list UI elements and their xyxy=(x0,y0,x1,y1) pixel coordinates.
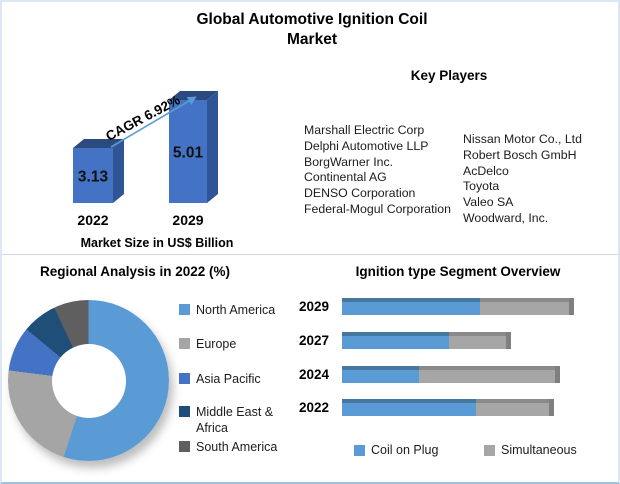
segment-bar-row-2024: 2024 xyxy=(287,366,560,383)
legend-marker xyxy=(179,441,190,452)
legend-item-south-america: South America xyxy=(179,439,277,455)
regional-donut-chart xyxy=(8,300,169,461)
bar-value-label: 3.13 xyxy=(78,169,109,186)
bar-top-face xyxy=(169,91,218,100)
ignition-segment-title: Ignition type Segment Overview xyxy=(355,264,561,279)
segment-bar-row-2029: 2029 xyxy=(287,298,574,315)
segment-bar-row-2027: 2027 xyxy=(287,332,511,349)
key-player-name: AcDelco xyxy=(463,163,509,178)
legend-item-asia-pacific: Asia Pacific xyxy=(179,371,261,387)
stacked-bar xyxy=(342,332,511,349)
key-player-name: Continental AG xyxy=(304,170,387,185)
legend-marker xyxy=(354,445,365,456)
stacked-bar xyxy=(342,366,560,383)
bar-segment-coil-on-plug xyxy=(342,298,480,315)
key-players-heading: Key Players xyxy=(410,68,488,83)
key-player-name: Marshall Electric Corp xyxy=(304,123,425,137)
legend-marker xyxy=(179,406,190,417)
market-size-caption: Market Size in US$ Billion xyxy=(80,236,234,250)
bar-side-face xyxy=(207,91,218,203)
legend-label: Simultaneous xyxy=(501,443,577,457)
legend-label: North America xyxy=(196,303,276,317)
legend-item-europe: Europe xyxy=(179,336,236,352)
bar-end-cap xyxy=(506,332,511,349)
key-player-name: BorgWarner Inc. xyxy=(304,154,394,169)
bar-segment-coil-on-plug xyxy=(342,332,449,349)
key-players-column-2: Nissan Motor Co., Ltd Robert Bosch GmbH … xyxy=(463,132,605,227)
bar-segment-simultaneous xyxy=(419,366,555,383)
market-size-chart: 3.13 2022 5.01 2029 CAGR 6.92% xyxy=(37,80,249,232)
legend-label: Middle East & Africa xyxy=(196,405,274,435)
key-player-name: Delphi Automotive LLP xyxy=(304,138,429,153)
key-player-name: Federal-Mogul Corporation xyxy=(304,201,451,216)
stacked-bar xyxy=(342,298,574,315)
bar-category-label: 2029 xyxy=(172,212,203,228)
ignition-segment-legend: Coil on Plug Simultaneous xyxy=(354,443,604,461)
bar-segment-simultaneous xyxy=(476,399,549,416)
ignition-segment-chart: 2029 2027 2024 2022 xyxy=(287,292,612,427)
legend-marker xyxy=(179,373,190,384)
bar-end-cap xyxy=(569,298,574,315)
year-label: 2024 xyxy=(298,367,329,382)
bar-value-label: 5.01 xyxy=(173,145,204,162)
legend-marker xyxy=(179,338,190,349)
cagr-arrow xyxy=(110,96,197,148)
key-player-name: DENSO Corporation xyxy=(304,186,416,201)
legend-label: Europe xyxy=(196,337,237,351)
legend-item-middle-east-africa: Middle East & Africa xyxy=(179,404,299,436)
bar-side-face xyxy=(113,139,124,203)
bar-segment-coil-on-plug xyxy=(342,366,419,383)
legend-label: Asia Pacific xyxy=(196,372,261,386)
bar-end-cap xyxy=(549,399,554,416)
legend-item-coil-on-plug: Coil on Plug xyxy=(354,443,438,458)
donut-hole xyxy=(51,343,126,418)
legend-item-north-america: North America xyxy=(179,302,275,318)
legend-marker xyxy=(179,304,190,315)
year-label: 2027 xyxy=(298,333,329,348)
regional-legend: North America Europe Asia Pacific Middle Ea… xyxy=(179,301,299,461)
legend-item-simultaneous: Simultaneous xyxy=(484,443,577,458)
bar-segment-simultaneous xyxy=(480,298,569,315)
key-player-name: Toyota xyxy=(463,179,500,194)
bar-front-face xyxy=(73,148,113,203)
bar-segment-coil-on-plug xyxy=(342,399,476,416)
bar-end-cap xyxy=(555,366,560,383)
bar-segment-simultaneous xyxy=(449,332,506,349)
key-player-name: Valeo SA xyxy=(463,195,514,210)
legend-label: Coil on Plug xyxy=(371,443,439,457)
bar-front-face xyxy=(169,100,207,203)
key-players-column-1: Marshall Electric Corp Delphi Automotive… xyxy=(304,123,452,218)
key-player-name: Nissan Motor Co., Ltd xyxy=(463,132,582,146)
page-title: Global Automotive Ignition Coil Market xyxy=(196,11,428,48)
bar-top-face xyxy=(73,139,124,148)
stacked-bar xyxy=(342,399,554,416)
year-label: 2022 xyxy=(298,400,329,415)
key-player-name: Woodward, Inc. xyxy=(463,210,549,225)
segment-bar-row-2022: 2022 xyxy=(287,399,554,416)
section-divider xyxy=(2,254,618,255)
legend-marker xyxy=(484,445,495,456)
year-label: 2029 xyxy=(298,299,329,314)
regional-analysis-title: Regional Analysis in 2022 (%) xyxy=(39,264,231,279)
legend-label: South America xyxy=(196,440,278,454)
key-player-name: Robert Bosch GmbH xyxy=(463,147,577,162)
bar-category-label: 2022 xyxy=(77,212,108,228)
